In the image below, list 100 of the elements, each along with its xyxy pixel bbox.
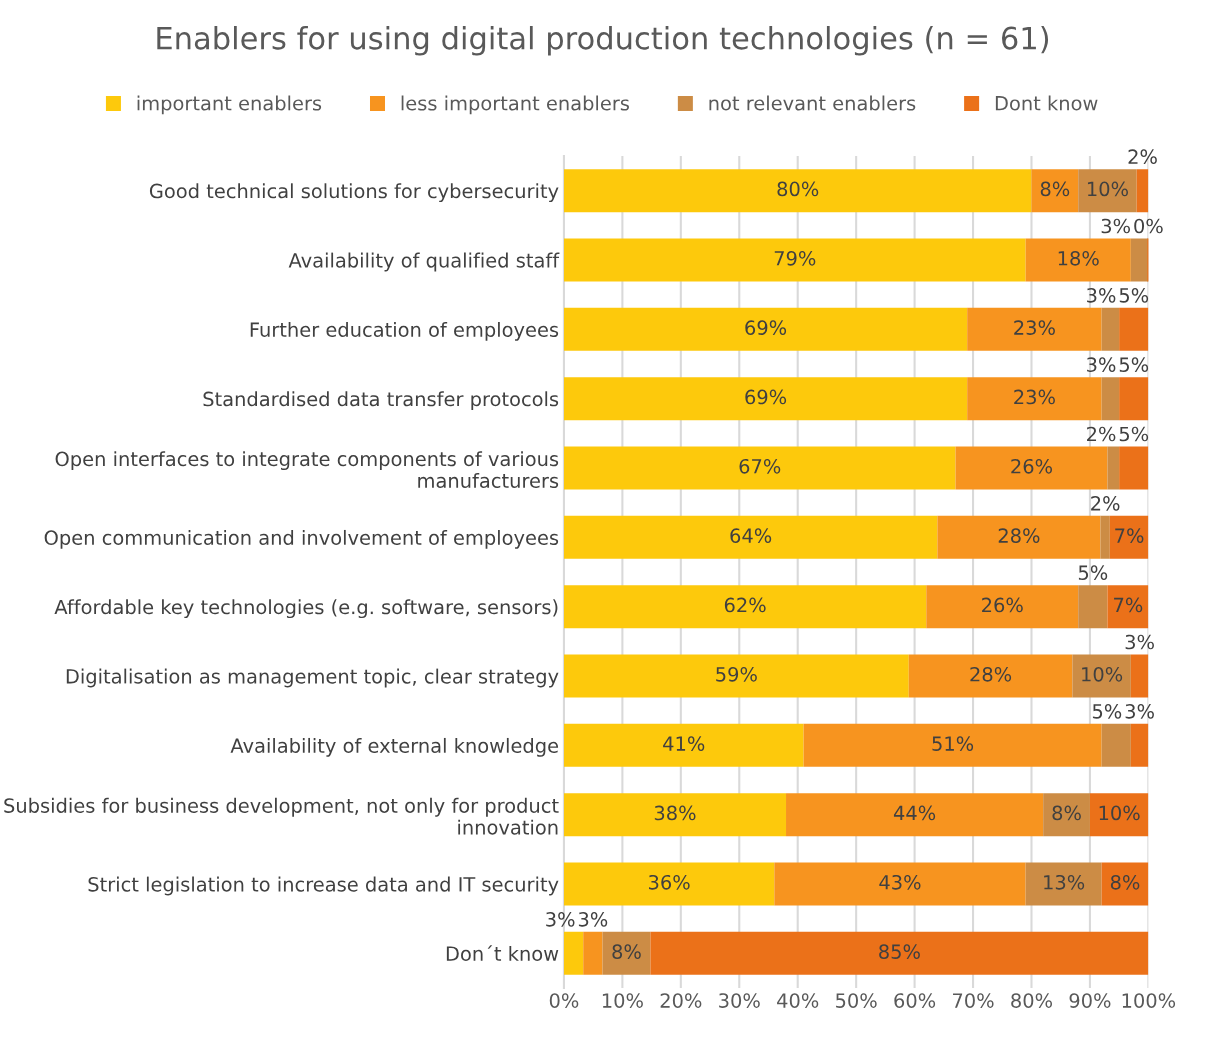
bar [563, 238, 1026, 282]
bar [1101, 377, 1120, 421]
data-label: 8% [1052, 805, 1081, 821]
data-label: 3% [1101, 218, 1130, 234]
data-label: 43% [879, 874, 921, 890]
data-label: 5% [1092, 703, 1122, 719]
bar [803, 723, 1102, 767]
bar [1031, 169, 1079, 213]
bar [563, 169, 1032, 213]
bar [563, 793, 787, 837]
bar [650, 931, 1149, 975]
data-label: 51% [932, 736, 974, 751]
bar [1025, 862, 1102, 906]
y-tick-label: Strict legislation to increase data and IT security [88, 876, 559, 896]
y-tick-label: Further education of employees [250, 321, 559, 341]
data-label: 26% [982, 597, 1023, 613]
data-label: 5% [1078, 565, 1108, 581]
data-label: 80% [777, 181, 819, 197]
data-label: 28% [970, 666, 1012, 682]
x-tick-label: 0% [549, 993, 579, 1008]
bar [937, 515, 1101, 559]
x-tick-label: 100% [1122, 993, 1176, 1008]
bar [967, 377, 1102, 421]
bar [955, 446, 1108, 490]
data-label: 3% [1087, 287, 1116, 303]
x-tick-label: 80% [1011, 993, 1053, 1008]
bar [563, 585, 927, 629]
bar [1107, 585, 1149, 629]
bar [1130, 723, 1149, 767]
bar [583, 931, 603, 975]
y-tick-label: Availability of external knowledge [230, 737, 559, 757]
data-label: 13% [1044, 874, 1085, 890]
data-label: 64% [730, 528, 772, 543]
bar [563, 377, 968, 421]
data-label: 28% [998, 528, 1040, 543]
bar [926, 585, 1079, 629]
bar [1101, 723, 1131, 767]
x-tick-label: 30% [719, 993, 760, 1008]
bar [563, 654, 909, 698]
bar [1078, 169, 1137, 213]
data-label: 10% [1099, 805, 1140, 821]
bar [1025, 238, 1131, 282]
data-label: 3% [546, 911, 575, 927]
bar [908, 654, 1073, 698]
data-label: 8% [612, 944, 641, 959]
y-tick-label: Don´t know [446, 945, 559, 961]
data-label: 5% [1119, 426, 1149, 442]
x-tick-label: 50% [836, 993, 877, 1008]
bar [1043, 793, 1090, 837]
data-label: 3% [1125, 703, 1154, 719]
bar [1072, 654, 1131, 698]
bar [1119, 307, 1149, 351]
data-label: 41% [663, 736, 705, 751]
bar [563, 446, 956, 490]
bar [967, 307, 1102, 351]
x-tick-label: 70% [953, 993, 994, 1008]
bar [1101, 307, 1120, 351]
x-tick-label: 40% [777, 993, 819, 1008]
x-tick-label: 60% [894, 993, 936, 1008]
data-label: 67% [739, 458, 781, 474]
data-label: 0% [1134, 218, 1163, 234]
bar [786, 793, 1044, 837]
bar [1089, 793, 1149, 837]
data-label: 23% [1014, 389, 1055, 405]
data-label: 5% [1119, 287, 1149, 303]
data-label: 10% [1087, 181, 1128, 197]
y-tick-label: Standardised data transfer protocols [203, 391, 559, 411]
bar [563, 515, 938, 559]
data-label: 44% [893, 805, 936, 821]
data-label: 79% [774, 250, 816, 266]
data-label: 2% [1087, 426, 1116, 442]
legend-label: important enablers [137, 95, 322, 115]
bar [1119, 446, 1149, 490]
data-label: 8% [1040, 181, 1070, 197]
y-tick-label: Digitalisation as management topic, clear strategy [66, 668, 559, 688]
bar [1078, 585, 1108, 629]
y-tick-label: Open communication and involvement of employees [44, 529, 559, 549]
legend-label: Dont know [995, 95, 1098, 111]
legend-label: less important enablers [401, 95, 629, 115]
y-tick-label: Open interfaces to integrate components of various manufacturers [55, 451, 559, 489]
bar [563, 931, 584, 975]
data-label: 3% [1087, 357, 1116, 373]
bar [1119, 377, 1149, 421]
bar [1109, 515, 1149, 559]
data-label: 8% [1110, 874, 1140, 890]
data-label: 5% [1119, 357, 1149, 373]
data-label: 59% [716, 666, 757, 682]
bar [1107, 446, 1120, 490]
bar [774, 862, 1026, 906]
bar [1136, 169, 1149, 213]
bar [602, 931, 651, 975]
bar [563, 862, 775, 906]
bar [563, 723, 804, 767]
data-label: 23% [1014, 320, 1055, 335]
data-label: 36% [649, 874, 690, 890]
data-label: 38% [654, 805, 696, 821]
y-tick-label: Subsidies for business development, not only for product innovation [4, 797, 559, 835]
x-tick-label: 90% [1069, 993, 1111, 1008]
data-label: 18% [1058, 250, 1099, 266]
x-tick-label: 10% [602, 993, 643, 1008]
